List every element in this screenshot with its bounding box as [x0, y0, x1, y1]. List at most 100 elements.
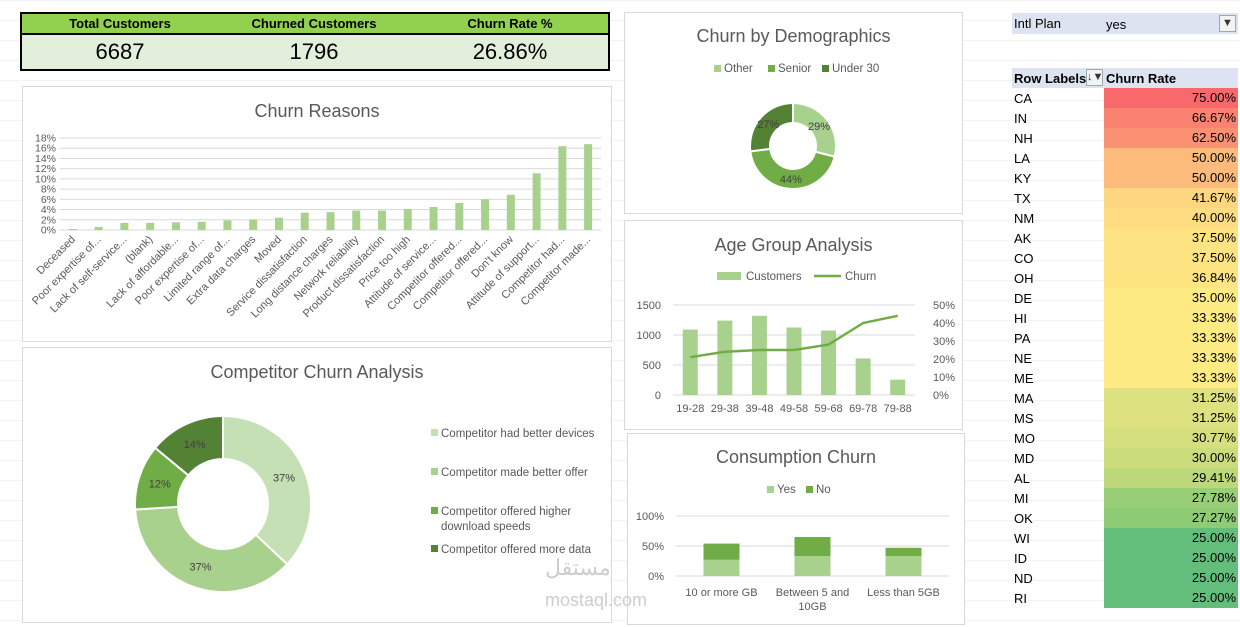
- pivot-row[interactable]: NE 33.33%: [1012, 348, 1238, 368]
- y-tick-label: 14%: [35, 153, 56, 165]
- bar: [584, 144, 593, 230]
- pivot-row[interactable]: MO 30.77%: [1012, 428, 1238, 448]
- churn-rate-cell: 33.33%: [1104, 328, 1238, 348]
- slice-label: 37%: [273, 473, 295, 485]
- pivot-row[interactable]: WI 25.00%: [1012, 528, 1238, 548]
- row-labels-header: Row Labels: [1014, 71, 1087, 86]
- legend-label: download speeds: [441, 521, 531, 533]
- pivot-row[interactable]: RI 25.00%: [1012, 588, 1238, 608]
- state-label: WI: [1014, 531, 1030, 546]
- legend-swatch: [431, 545, 438, 552]
- state-label: NE: [1014, 351, 1033, 366]
- pivot-row[interactable]: OH 36.84%: [1012, 268, 1238, 288]
- watermark-arabic: مستقل: [545, 555, 611, 580]
- sort-filter-icon[interactable]: ↓▼: [1086, 69, 1103, 86]
- y-right-tick: 20%: [933, 354, 955, 366]
- pivot-row[interactable]: MS 31.25%: [1012, 408, 1238, 428]
- bar: [120, 222, 129, 230]
- kpi-label: Churned Customers: [216, 14, 412, 35]
- y-tick-label: 50%: [642, 541, 664, 553]
- state-label: OH: [1014, 271, 1034, 286]
- pivot-row[interactable]: HI 33.33%: [1012, 308, 1238, 328]
- bar: [94, 226, 103, 230]
- y-tick-label: 12%: [35, 163, 56, 175]
- pivot-row[interactable]: CA 75.00%: [1012, 88, 1238, 108]
- pivot-row[interactable]: KY 50.00%: [1012, 168, 1238, 188]
- legend-swatch: [431, 507, 438, 514]
- bar: [481, 199, 490, 230]
- y-tick-label: 6%: [41, 194, 56, 206]
- competitor-churn-plot: 37% 37% 12% 14% Competitor had better device…: [134, 414, 595, 593]
- churn-rate-cell: 31.25%: [1104, 408, 1238, 428]
- y-tick-label: 16%: [35, 143, 56, 155]
- state-label: MS: [1014, 411, 1034, 426]
- consumption-churn-chart[interactable]: Consumption Churn 0% 50% 100% 10 or more GB…: [627, 433, 965, 625]
- kpi-value: 1796: [216, 35, 412, 69]
- competitor-churn-chart[interactable]: Competitor Churn Analysis 37% 37% 12% 14% Co…: [22, 347, 612, 623]
- churn-reasons-chart[interactable]: Churn Reasons 0% 2% 4% 6% 8% 10% 12% 14% 16% 18% D…: [22, 86, 612, 342]
- kpi-churned-customers: Churned Customers 1796: [216, 12, 414, 71]
- slice-label: 29%: [808, 121, 830, 133]
- kpi-value: 26.86%: [412, 35, 608, 69]
- legend-label: Competitor offered more data: [441, 544, 592, 556]
- churn-rate-cell: 33.33%: [1104, 368, 1238, 388]
- pivot-filter: Intl Plan yes ▼: [1012, 13, 1238, 34]
- pivot-row[interactable]: AK 37.50%: [1012, 228, 1238, 248]
- kpi-churn-rate: Churn Rate % 26.86%: [412, 12, 610, 71]
- stacked-bar-segment: [703, 543, 740, 560]
- churn-rate-cell: 75.00%: [1104, 88, 1238, 108]
- y-tick-label: 0%: [41, 225, 56, 237]
- slice-label: 44%: [780, 174, 802, 186]
- slice-label: 12%: [149, 478, 171, 490]
- state-label: KY: [1014, 171, 1032, 186]
- pivot-row[interactable]: OK 27.27%: [1012, 508, 1238, 528]
- churn-rate-cell: 31.25%: [1104, 388, 1238, 408]
- kpi-label: Churn Rate %: [412, 14, 608, 35]
- bar: [821, 330, 837, 395]
- filter-dropdown-icon[interactable]: ▼: [1219, 15, 1236, 32]
- pivot-row[interactable]: LA 50.00%: [1012, 148, 1238, 168]
- churn-demographics-chart[interactable]: Churn by Demographics 29% 44% 27% Other Seni…: [624, 12, 963, 214]
- churn-rate-cell: 41.67%: [1104, 188, 1238, 208]
- pivot-row[interactable]: MI 27.78%: [1012, 488, 1238, 508]
- bar: [274, 217, 283, 230]
- bar: [558, 146, 567, 230]
- pivot-row[interactable]: AL 29.41%: [1012, 468, 1238, 488]
- legend-swatch: [431, 429, 438, 436]
- pivot-row[interactable]: TX 41.67%: [1012, 188, 1238, 208]
- y-right-tick: 30%: [933, 336, 955, 348]
- bar: [786, 327, 802, 395]
- stacked-bar-segment: [794, 556, 831, 576]
- pivot-row[interactable]: NM 40.00%: [1012, 208, 1238, 228]
- pivot-row[interactable]: MA 31.25%: [1012, 388, 1238, 408]
- legend-label: Churn: [845, 271, 876, 283]
- pivot-row[interactable]: IN 66.67%: [1012, 108, 1238, 128]
- pivot-row[interactable]: PA 33.33%: [1012, 328, 1238, 348]
- bar: [326, 212, 335, 230]
- pivot-row[interactable]: NH 62.50%: [1012, 128, 1238, 148]
- x-tick-label: 49-58: [780, 403, 808, 415]
- pivot-row[interactable]: CO 37.50%: [1012, 248, 1238, 268]
- stacked-bar-segment: [885, 556, 922, 576]
- stacked-bar-segment: [794, 537, 831, 557]
- age-group-chart[interactable]: Age Group Analysis 0 500 1000 1500 0% 10% 20% 3…: [624, 220, 963, 430]
- bar: [532, 173, 541, 230]
- state-label: CA: [1014, 91, 1033, 106]
- chart-title: Consumption Churn: [715, 447, 877, 467]
- churn-rate-cell: 30.77%: [1104, 428, 1238, 448]
- pivot-row[interactable]: DE 35.00%: [1012, 288, 1238, 308]
- bar: [378, 210, 387, 230]
- donut-slice: [153, 414, 224, 477]
- pivot-row[interactable]: ND 25.00%: [1012, 568, 1238, 588]
- pivot-row[interactable]: MD 30.00%: [1012, 448, 1238, 468]
- pivot-row[interactable]: ID 25.00%: [1012, 548, 1238, 568]
- x-tick-label: 79-88: [884, 403, 912, 415]
- churn-rate-cell: 27.78%: [1104, 488, 1238, 508]
- bar: [403, 209, 412, 230]
- bar: [197, 221, 206, 230]
- churn-rate-cell: 33.33%: [1104, 308, 1238, 328]
- pivot-row[interactable]: ME 33.33%: [1012, 368, 1238, 388]
- churn-rate-cell: 25.00%: [1104, 568, 1238, 588]
- y-tick-label: 100%: [636, 511, 664, 523]
- x-tick-label: Between 5 and: [776, 587, 849, 599]
